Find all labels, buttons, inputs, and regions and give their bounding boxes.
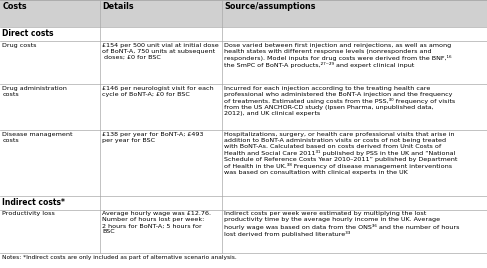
Bar <box>0 196 487 210</box>
Text: Details: Details <box>102 2 134 11</box>
Text: Drug administration
costs: Drug administration costs <box>2 86 67 97</box>
Text: £154 per 500 unit vial at initial dose
of BoNT-A, 750 units at subsequent
 doses: £154 per 500 unit vial at initial dose o… <box>102 43 219 60</box>
Text: Direct costs: Direct costs <box>2 29 54 38</box>
Text: Drug costs: Drug costs <box>2 43 37 48</box>
Bar <box>0 210 487 253</box>
Text: Average hourly wage was £12.76.
Number of hours lost per week:
2 hours for BoNT-: Average hourly wage was £12.76. Number o… <box>102 211 211 234</box>
Text: Productivity loss: Productivity loss <box>2 211 56 216</box>
Bar <box>0 0 487 28</box>
Text: Costs: Costs <box>2 2 27 11</box>
Text: Notes: *Indirect costs are only included as part of alternative scenario analysi: Notes: *Indirect costs are only included… <box>2 255 237 260</box>
Text: £146 per neurologist visit for each
cycle of BoNT-A; £0 for BSC: £146 per neurologist visit for each cycl… <box>102 86 214 97</box>
Text: Dose varied between first injection and reinjections, as well as among
health st: Dose varied between first injection and … <box>224 43 451 68</box>
Bar <box>0 84 487 130</box>
Bar <box>0 253 487 268</box>
Bar <box>0 41 487 84</box>
Text: £138 per year for BoNT-A; £493
per year for BSC: £138 per year for BoNT-A; £493 per year … <box>102 132 204 143</box>
Bar <box>0 130 487 196</box>
Text: Incurred for each injection according to the treating health care
professional w: Incurred for each injection according to… <box>224 86 455 116</box>
Bar <box>0 28 487 41</box>
Text: Hospitalizations, surgery, or health care professional visits that arise in
addi: Hospitalizations, surgery, or health car… <box>224 132 457 175</box>
Text: Source/assumptions: Source/assumptions <box>224 2 316 11</box>
Text: Disease management
costs: Disease management costs <box>2 132 73 143</box>
Text: Indirect costs*: Indirect costs* <box>2 198 65 207</box>
Text: Indirect costs per week were estimated by multiplying the lost
productivity time: Indirect costs per week were estimated b… <box>224 211 460 237</box>
